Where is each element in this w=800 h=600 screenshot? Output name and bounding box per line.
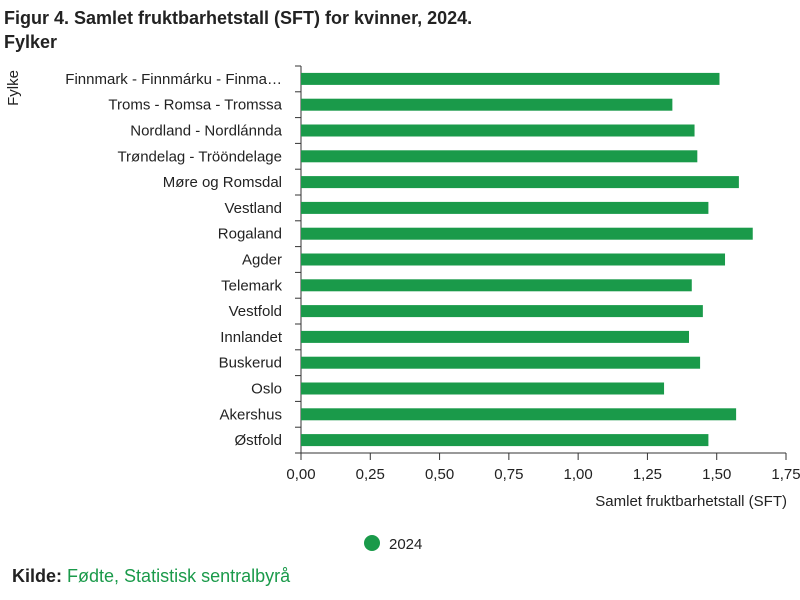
y-tick-label: Buskerud xyxy=(219,355,282,372)
y-tick-label: Møre og Romsdal xyxy=(163,174,282,191)
x-tick-label: 1,50 xyxy=(702,466,731,483)
legend-label: 2024 xyxy=(389,536,422,553)
source-line: Kilde: Fødte, Statistisk sentralbyrå xyxy=(12,566,290,587)
y-tick-label: Oslo xyxy=(251,381,282,398)
bar xyxy=(301,279,692,292)
y-tick-label: Vestland xyxy=(224,200,282,217)
bar xyxy=(301,330,689,343)
bar xyxy=(301,72,720,85)
y-tick-label: Agder xyxy=(242,252,282,269)
x-tick-label: 1,25 xyxy=(633,466,662,483)
y-tick-label: Akershus xyxy=(219,406,282,423)
bar xyxy=(301,253,726,266)
y-tick-label: Telemark xyxy=(221,277,282,294)
y-tick-label: Trøndelag - Trööndelage xyxy=(117,148,282,165)
chart-title-block: Figur 4. Samlet fruktbarhetstall (SFT) f… xyxy=(4,6,472,54)
bar-chart: Finnmark - Finnmárku - Finma… Troms - Rom… xyxy=(5,65,800,553)
bar xyxy=(301,227,753,240)
bar xyxy=(301,201,709,214)
x-tick-label: 1,75 xyxy=(771,466,800,483)
y-tick-label: Troms - Romsa - Tromssa xyxy=(108,97,282,114)
legend-marker xyxy=(364,535,380,551)
y-tick-label: Østfold xyxy=(234,432,282,449)
x-tick-label: 1,00 xyxy=(564,466,593,483)
x-tick-label: 0,75 xyxy=(494,466,523,483)
bar xyxy=(301,150,698,163)
source-link[interactable]: Fødte, Statistisk sentralbyrå xyxy=(67,566,291,586)
y-tick-label: Finnmark - Finnmárku - Finma… xyxy=(65,71,282,88)
y-tick-label: Innlandet xyxy=(220,329,283,346)
bar xyxy=(301,176,739,189)
bar xyxy=(301,382,665,395)
bar xyxy=(301,356,701,369)
bar xyxy=(301,434,709,447)
y-tick-label: Vestfold xyxy=(229,303,282,320)
y-tick-label: Nordland - Nordlánnda xyxy=(130,123,282,140)
x-tick-label: 0,50 xyxy=(425,466,454,483)
bar xyxy=(301,408,737,421)
x-axis-title: Samlet fruktbarhetstall (SFT) xyxy=(595,493,787,510)
bar xyxy=(301,98,673,111)
y-tick-label: Rogaland xyxy=(218,226,282,243)
chart-subtitle: Fylker xyxy=(4,32,58,52)
source-label: Kilde: xyxy=(12,566,63,586)
x-tick-label: 0,25 xyxy=(356,466,385,483)
x-tick-label: 0,00 xyxy=(286,466,315,483)
bar xyxy=(301,305,703,318)
bar xyxy=(301,124,695,137)
chart-title: Figur 4. Samlet fruktbarhetstall (SFT) f… xyxy=(4,8,473,28)
y-axis-title: Fylke xyxy=(5,70,22,106)
